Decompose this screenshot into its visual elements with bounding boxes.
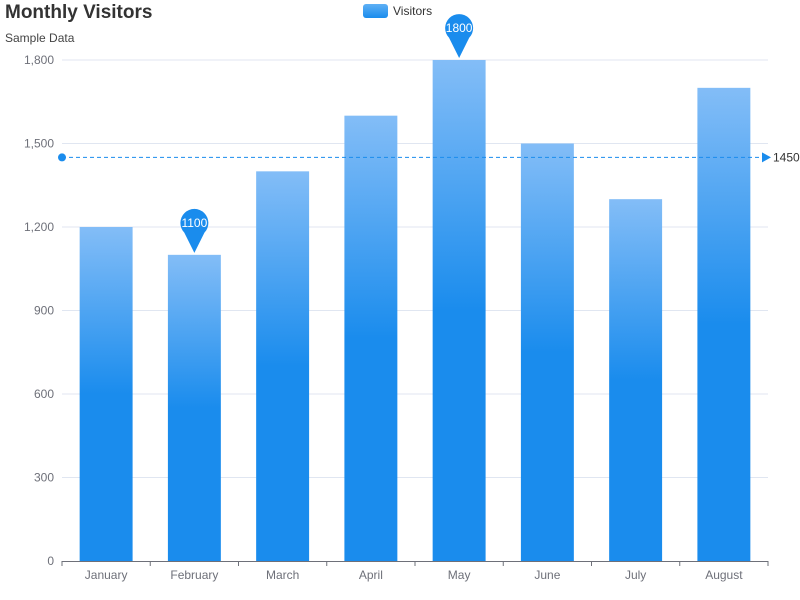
x-tick-label: February <box>170 568 218 582</box>
mark-line-label: 1450 <box>773 150 800 164</box>
chart-subtitle: Sample Data <box>5 31 75 45</box>
bar <box>256 171 310 562</box>
legend-swatch <box>363 4 388 18</box>
y-tick-label: 300 <box>34 471 54 485</box>
bar <box>79 227 133 561</box>
bar <box>344 115 398 562</box>
x-tick-label: April <box>359 568 383 582</box>
x-tick-label: July <box>625 568 646 582</box>
y-tick-label: 0 <box>47 554 54 568</box>
y-tick-label: 1,800 <box>24 53 54 67</box>
bar <box>697 87 751 561</box>
bar <box>520 143 574 561</box>
legend-label: Visitors <box>393 4 433 18</box>
bar <box>167 254 221 562</box>
x-tick-label: June <box>534 568 560 582</box>
mark-line-arrow <box>762 152 771 163</box>
y-tick-label: 1,500 <box>24 137 54 151</box>
y-tick-label: 900 <box>34 304 54 318</box>
y-tick-label: 1,200 <box>24 220 54 234</box>
mark-point-pin <box>445 14 474 58</box>
chart-title: Monthly Visitors <box>5 2 153 23</box>
x-tick-label: May <box>448 568 471 582</box>
bar <box>609 199 663 561</box>
y-tick-label: 600 <box>34 387 54 401</box>
x-tick-label: March <box>266 568 299 582</box>
x-tick-label: August <box>705 568 743 582</box>
legend[interactable]: Visitors <box>363 4 432 18</box>
mark-point-label: 1100 <box>181 216 207 230</box>
bar <box>432 60 486 561</box>
mark-point-pin <box>180 208 209 253</box>
mark-point-label: 1800 <box>446 21 473 35</box>
x-tick-label: January <box>85 568 128 582</box>
